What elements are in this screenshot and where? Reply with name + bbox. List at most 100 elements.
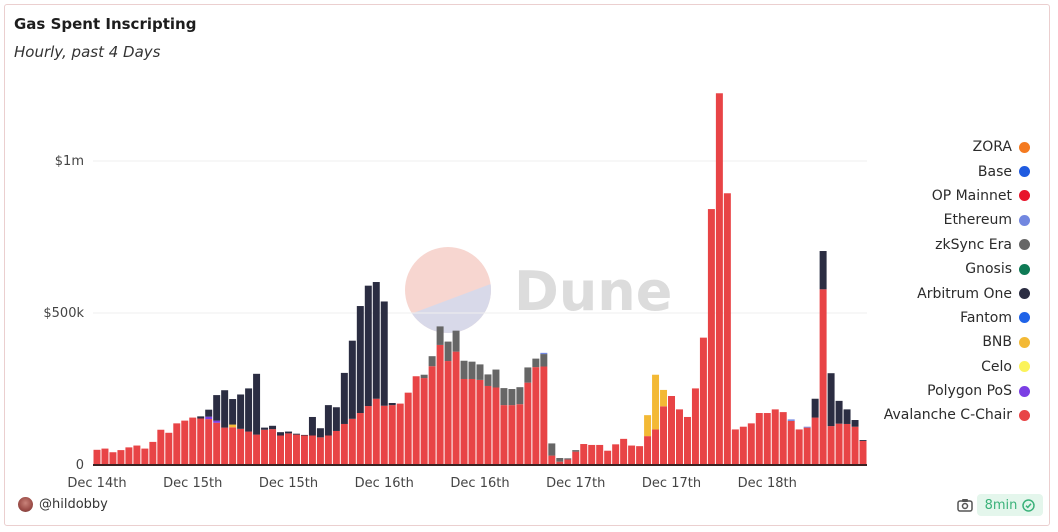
bar-arbitrum-one[interactable] [253,373,261,435]
bar-avalanche-c-chair[interactable] [205,419,213,465]
bar-bnb[interactable] [660,389,668,407]
bar-avalanche-c-chair[interactable] [340,423,348,465]
bar-zksync-era[interactable] [508,389,516,406]
bar-avalanche-c-chair[interactable] [548,455,556,465]
bar-arbitrum-one[interactable] [213,395,221,421]
bar-avalanche-c-chair[interactable] [508,405,516,465]
bar-avalanche-c-chair[interactable] [843,423,851,465]
bar-avalanche-c-chair[interactable] [93,449,101,465]
bar-arbitrum-one[interactable] [851,420,859,427]
bar-avalanche-c-chair[interactable] [245,431,253,465]
bar-arbitrum-one[interactable] [285,431,292,434]
bar-avalanche-c-chair[interactable] [292,434,300,465]
bar-ethereum[interactable] [787,419,795,421]
bar-polygon-pos[interactable] [213,420,221,423]
bar-zksync-era[interactable] [484,374,492,386]
bar-zksync-era[interactable] [436,326,444,345]
legend-item[interactable]: ZORA [884,135,1030,159]
bar-avalanche-c-chair[interactable] [572,451,580,465]
bar-avalanche-c-chair[interactable] [628,445,636,465]
bar-arbitrum-one[interactable] [388,402,396,406]
bar-avalanche-c-chair[interactable] [707,209,715,465]
bar-avalanche-c-chair[interactable] [261,429,269,465]
bar-arbitrum-one[interactable] [380,301,388,406]
bar-arbitrum-one[interactable] [237,394,245,429]
bar-bnb[interactable] [644,415,652,437]
bar-avalanche-c-chair[interactable] [269,429,277,465]
bar-avalanche-c-chair[interactable] [117,450,125,465]
bar-zksync-era[interactable] [572,450,580,452]
bar-arbitrum-one[interactable] [835,400,843,424]
bar-avalanche-c-chair[interactable] [157,429,165,465]
bar-arbitrum-one[interactable] [245,388,253,432]
bar-avalanche-c-chair[interactable] [229,427,237,465]
bar-avalanche-c-chair[interactable] [173,423,181,465]
bar-avalanche-c-chair[interactable] [356,413,364,465]
bar-avalanche-c-chair[interactable] [819,289,827,465]
bar-avalanche-c-chair[interactable] [388,405,396,465]
bar-arbitrum-one[interactable] [819,251,827,290]
bar-avalanche-c-chair[interactable] [604,450,612,465]
bar-avalanche-c-chair[interactable] [277,435,285,465]
bar-arbitrum-one[interactable] [356,306,364,414]
bar-avalanche-c-chair[interactable] [747,423,755,465]
bar-avalanche-c-chair[interactable] [181,420,189,465]
bar-zksync-era[interactable] [532,358,540,368]
bar-avalanche-c-chair[interactable] [285,433,292,465]
bar-avalanche-c-chair[interactable] [771,409,779,465]
bar-arbitrum-one[interactable] [811,398,819,418]
bar-arbitrum-one[interactable] [316,428,324,438]
bar-ethereum[interactable] [803,426,811,428]
bar-avalanche-c-chair[interactable] [348,418,356,465]
bar-avalanche-c-chair[interactable] [859,440,867,465]
bar-avalanche-c-chair[interactable] [795,429,803,465]
bar-arbitrum-one[interactable] [277,432,285,436]
bar-avalanche-c-chair[interactable] [492,387,500,465]
bar-arbitrum-one[interactable] [292,433,300,435]
bar-avalanche-c-chair[interactable] [596,444,604,465]
bar-avalanche-c-chair[interactable] [444,361,452,465]
bar-arbitrum-one[interactable] [340,372,348,424]
legend-item[interactable]: Avalanche C-Chair [884,403,1030,427]
legend-item[interactable]: BNB [884,330,1030,354]
legend-item[interactable]: Base [884,159,1030,183]
bar-avalanche-c-chair[interactable] [500,405,508,465]
bar-arbitrum-one[interactable] [372,282,380,399]
refresh-badge[interactable]: 8min [977,494,1043,516]
bar-avalanche-c-chair[interactable] [524,382,532,465]
bar-avalanche-c-chair[interactable] [324,435,332,465]
bar-zksync-era[interactable] [556,458,564,462]
bar-avalanche-c-chair[interactable] [787,420,795,465]
legend-item[interactable]: Ethereum [884,208,1030,232]
bar-avalanche-c-chair[interactable] [755,413,763,465]
legend-item[interactable]: Arbitrum One [884,281,1030,305]
bar-zksync-era[interactable] [476,364,484,380]
legend-item[interactable]: Polygon PoS [884,379,1030,403]
bar-avalanche-c-chair[interactable] [253,434,261,465]
bar-avalanche-c-chair[interactable] [723,193,731,466]
bar-arbitrum-one[interactable] [205,409,213,417]
author-link[interactable]: @hildobby [18,497,108,512]
bar-avalanche-c-chair[interactable] [811,417,819,465]
legend-item[interactable]: Fantom [884,306,1030,330]
bar-avalanche-c-chair[interactable] [165,432,173,465]
bar-zksync-era[interactable] [492,369,500,388]
bar-zksync-era[interactable] [460,360,468,379]
bar-avalanche-c-chair[interactable] [540,366,548,465]
camera-icon[interactable] [957,498,973,512]
bar-avalanche-c-chair[interactable] [779,412,787,465]
bar-avalanche-c-chair[interactable] [237,428,245,465]
bar-avalanche-c-chair[interactable] [316,437,324,465]
bar-avalanche-c-chair[interactable] [396,403,404,465]
bar-arbitrum-one[interactable] [269,425,277,430]
bar-avalanche-c-chair[interactable] [189,417,197,465]
bar-zksync-era[interactable] [516,387,524,405]
bar-avalanche-c-chair[interactable] [420,378,428,465]
bar-avalanche-c-chair[interactable] [588,444,596,465]
legend-item[interactable]: Celo [884,355,1030,379]
bar-avalanche-c-chair[interactable] [109,452,117,465]
bar-avalanche-c-chair[interactable] [652,429,660,465]
bar-avalanche-c-chair[interactable] [412,376,420,465]
bar-avalanche-c-chair[interactable] [221,427,229,465]
bar-arbitrum-one[interactable] [261,427,269,430]
